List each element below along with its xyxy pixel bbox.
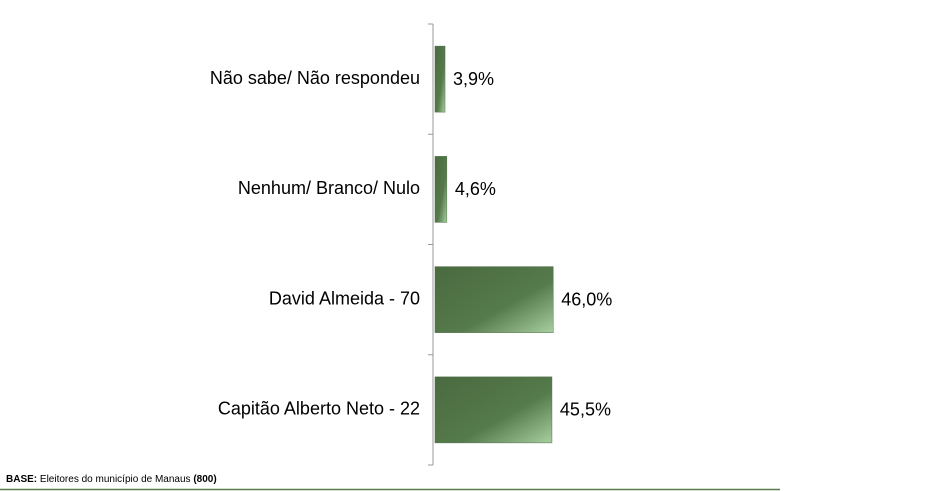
category-label: Nenhum/ Branco/ Nulo	[238, 178, 420, 198]
footer: BASE: Eleitores do município de Manaus (…	[6, 474, 217, 485]
category-label: David Almeida - 70	[269, 288, 420, 308]
value-label: 3,9%	[453, 69, 494, 89]
category-label: Não sabe/ Não respondeu	[210, 68, 420, 88]
bar	[434, 45, 446, 113]
value-label: 4,6%	[455, 179, 496, 199]
bar	[434, 376, 553, 444]
footer-label: BASE:	[6, 474, 37, 485]
value-label: 46,0%	[561, 289, 612, 309]
bar	[434, 266, 554, 333]
footer-count: (800)	[193, 474, 216, 485]
footer-text: Eleitores do município de Manaus	[40, 474, 191, 485]
category-label: Capitão Alberto Neto - 22	[218, 399, 420, 419]
bar	[434, 156, 448, 223]
value-label: 45,5%	[560, 400, 611, 420]
